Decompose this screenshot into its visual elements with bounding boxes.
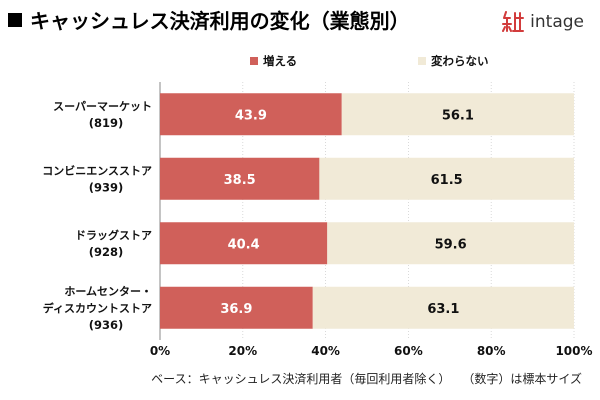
data-label-1-2: 59.6	[435, 237, 467, 252]
category-n-1: (939)	[89, 180, 124, 194]
x-tick-label-4: 80%	[477, 344, 506, 358]
category-n-0: (819)	[89, 116, 124, 130]
legend-swatch-0	[250, 57, 258, 65]
logo: intage	[501, 8, 584, 36]
legend-swatch-1	[418, 57, 426, 65]
bar-0-1	[160, 157, 320, 200]
data-label-0-0: 43.9	[235, 108, 267, 123]
logo-text: intage	[530, 12, 584, 32]
category-n-3: (936)	[89, 318, 124, 332]
footnote-sample: （数字）は標本サイズ	[468, 372, 582, 386]
legend-label-1: 変わらない	[431, 54, 489, 68]
bar-1-0	[341, 93, 574, 136]
page-title: キャッシュレス決済利用の変化（業態別）	[8, 6, 410, 36]
x-tick-label-0: 0%	[150, 344, 170, 358]
data-label-1-0: 56.1	[442, 108, 474, 123]
bar-0-0	[160, 93, 342, 136]
category-label-1-0: コンビニエンスストア	[42, 163, 152, 177]
bar-1-2	[327, 222, 574, 265]
x-tick-label-2: 40%	[311, 344, 340, 358]
title-square-icon	[8, 13, 22, 27]
data-label-0-2: 40.4	[228, 237, 260, 252]
data-label-1-3: 63.1	[427, 302, 459, 317]
bar-1-3	[312, 286, 574, 329]
stacked-bar-chart: 増える 変わらない 0% 20% 40% 60% 80% 100% 43.9 56.1 スーパーマー…	[42, 54, 592, 358]
x-tick-label-5: 100%	[555, 344, 592, 358]
category-label-0-0: スーパーマーケット	[53, 100, 152, 113]
footnote-base: ベース：キャッシュレス決済利用者（毎回利用者除く）	[151, 372, 451, 386]
title-text: キャッシュレス決済利用の変化（業態別）	[30, 9, 410, 33]
intage-logo-icon	[502, 11, 525, 32]
bar-0-2	[160, 222, 328, 265]
category-label-2-0: ドラッグストア	[75, 228, 152, 242]
data-label-0-1: 38.5	[224, 173, 256, 188]
data-label-1-1: 61.5	[431, 173, 463, 188]
legend-label-0: 増える	[263, 54, 297, 68]
bar-1-1	[319, 157, 574, 200]
x-tick-label-3: 60%	[394, 344, 423, 358]
category-label-3-0: ホームセンター・	[64, 285, 152, 298]
category-n-2: (928)	[89, 245, 124, 259]
data-label-0-3: 36.9	[220, 302, 252, 317]
x-tick-label-1: 20%	[228, 344, 257, 358]
category-label-3-1: ディスカウントストア	[43, 301, 152, 315]
bar-0-3	[160, 286, 313, 329]
footnote: ベース：キャッシュレス決済利用者（毎回利用者除く） （数字）は標本サイズ	[151, 370, 582, 387]
